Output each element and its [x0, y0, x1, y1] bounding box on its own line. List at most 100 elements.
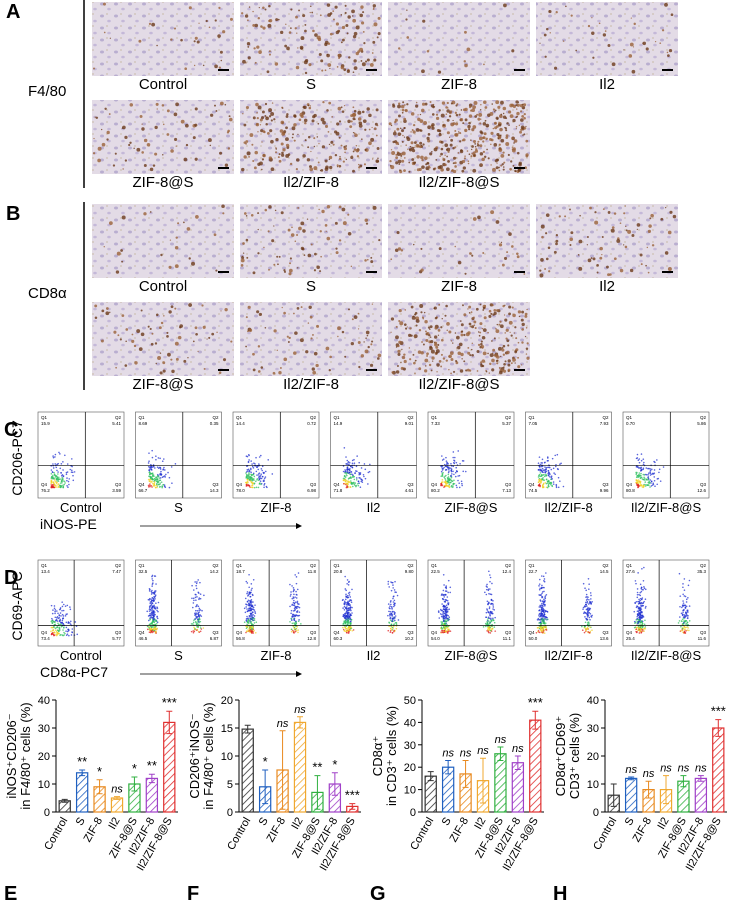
- event-dot: [388, 586, 390, 588]
- stain-spot: [439, 110, 440, 111]
- event-dot: [548, 470, 550, 472]
- stain-spot: [257, 131, 258, 132]
- event-dot: [679, 620, 681, 622]
- stain-spot: [364, 163, 366, 165]
- stain-spot: [614, 257, 617, 260]
- stain-spot: [431, 127, 434, 130]
- quadrant-value: 14.5: [600, 569, 609, 574]
- event-dot: [540, 615, 542, 617]
- stain-spot: [500, 114, 502, 116]
- stain-spot: [419, 329, 421, 331]
- event-dot: [71, 471, 73, 473]
- quadrant-name: Q2: [407, 415, 414, 420]
- stain-spot: [269, 54, 271, 56]
- stain-spot: [278, 156, 280, 158]
- quadrant-value: 15.9: [41, 421, 50, 426]
- stain-spot: [398, 115, 401, 118]
- event-dot: [456, 462, 458, 464]
- stain-spot: [625, 226, 626, 227]
- event-dot: [645, 607, 647, 609]
- event-dot: [638, 484, 640, 486]
- stain-spot: [404, 136, 405, 137]
- event-dot: [55, 629, 57, 631]
- stain-spot: [169, 266, 172, 269]
- event-dot: [149, 486, 151, 488]
- event-dot: [57, 471, 59, 473]
- event-dot: [638, 459, 640, 461]
- stain-spot: [446, 156, 448, 158]
- event-dot: [68, 622, 70, 624]
- stain-spot: [109, 113, 111, 115]
- event-dot: [344, 588, 346, 590]
- event-dot: [152, 580, 154, 582]
- stain-spot: [475, 327, 477, 329]
- stain-spot: [363, 31, 365, 33]
- stain-spot: [450, 351, 454, 355]
- stain-spot: [243, 155, 246, 158]
- stain-spot: [281, 154, 284, 157]
- stain-spot: [565, 5, 567, 7]
- event-dot: [446, 627, 448, 629]
- stain-spot: [163, 124, 165, 126]
- stain-spot: [257, 212, 259, 214]
- event-dot: [591, 601, 593, 603]
- stain-spot: [191, 262, 195, 266]
- stain-spot: [341, 106, 343, 108]
- stain-spot: [132, 334, 134, 336]
- event-dot: [149, 466, 151, 468]
- event-dot: [57, 620, 59, 622]
- quadrant-name: Q3: [505, 482, 512, 487]
- stain-spot: [372, 158, 373, 159]
- stain-spot: [436, 114, 438, 116]
- stain-spot: [365, 60, 367, 62]
- stain-spot: [362, 11, 364, 13]
- event-dot: [483, 626, 485, 628]
- stain-spot: [170, 359, 172, 361]
- stain-spot: [424, 312, 425, 313]
- event-dot: [148, 476, 150, 478]
- stain-spot: [411, 147, 414, 150]
- event-dot: [258, 487, 260, 489]
- stain-spot: [168, 310, 171, 313]
- stain-spot: [444, 163, 447, 166]
- event-dot: [556, 487, 558, 489]
- quadrant-value: 20.8: [334, 569, 343, 574]
- event-dot: [544, 466, 546, 468]
- event-dot: [163, 468, 165, 470]
- event-dot: [448, 470, 450, 472]
- event-dot: [557, 469, 559, 471]
- quadrant-name: Q2: [115, 415, 122, 420]
- stain-spot: [525, 336, 526, 337]
- event-dot: [489, 614, 491, 616]
- stain-spot: [113, 331, 116, 334]
- event-dot: [548, 484, 550, 486]
- stain-spot: [421, 159, 423, 161]
- stain-spot: [458, 152, 460, 154]
- stain-spot: [345, 5, 347, 7]
- stain-spot: [420, 248, 422, 250]
- stain-spot: [521, 311, 524, 314]
- stain-spot: [519, 125, 520, 126]
- event-dot: [442, 479, 444, 481]
- event-dot: [544, 601, 546, 603]
- event-dot: [641, 477, 643, 479]
- stain-spot: [467, 150, 469, 152]
- quadrant-value: 7.33: [431, 421, 440, 426]
- stain-spot: [496, 309, 499, 312]
- stain-spot: [275, 151, 277, 153]
- event-dot: [52, 478, 54, 480]
- stain-spot: [335, 222, 338, 225]
- stain-spot: [259, 7, 260, 8]
- event-dot: [359, 477, 361, 479]
- event-dot: [196, 581, 198, 583]
- stain-spot: [539, 43, 540, 44]
- event-dot: [68, 630, 70, 632]
- stain-spot: [359, 165, 362, 168]
- stain-spot: [588, 258, 592, 262]
- event-dot: [392, 627, 394, 629]
- event-dot: [549, 482, 551, 484]
- stain-spot: [483, 307, 486, 310]
- event-dot: [490, 632, 492, 634]
- event-dot: [550, 478, 552, 480]
- event-dot: [349, 596, 351, 598]
